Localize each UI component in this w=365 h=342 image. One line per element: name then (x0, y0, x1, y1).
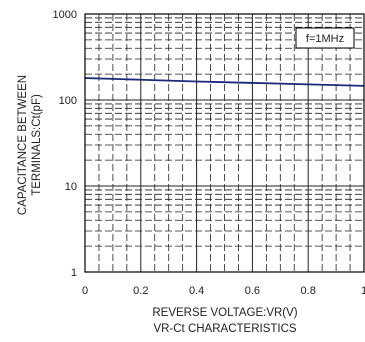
frequency-annotation: f=1MHz (306, 33, 344, 45)
x-tick-labels: 0 0.2 0.4 0.6 0.8 1 (82, 285, 365, 297)
x-tick-label: 0.4 (189, 285, 204, 297)
x-tick-label: 0.6 (245, 285, 260, 297)
x-tick-label: 0 (82, 285, 88, 297)
y-axis-label-line2: TERMINALS:Ct(pF) (31, 94, 43, 196)
y-axis-label-line1: CAPACITANCE BETWEEN (17, 75, 29, 215)
y-tick-label: 10 (65, 181, 77, 193)
y-tick-label: 1 (71, 267, 77, 279)
plot-frame (84, 13, 365, 273)
series-layer (84, 77, 365, 87)
y-tick-label: 1000 (53, 9, 77, 21)
chart-caption: VR-Ct CHARACTERISTICS (153, 323, 296, 335)
grid (85, 14, 364, 272)
annotation-box: f=1MHz (295, 27, 355, 49)
x-tick-label: 0.2 (133, 285, 148, 297)
y-tick-label: 100 (59, 95, 77, 107)
capacitance-curve (84, 77, 365, 87)
y-tick-labels: 1 10 100 1000 (53, 9, 77, 279)
x-tick-label: 1 (361, 285, 365, 297)
x-tick-label: 0.8 (301, 285, 316, 297)
x-axis-label: REVERSE VOLTAGE:VR(V) (152, 307, 297, 319)
